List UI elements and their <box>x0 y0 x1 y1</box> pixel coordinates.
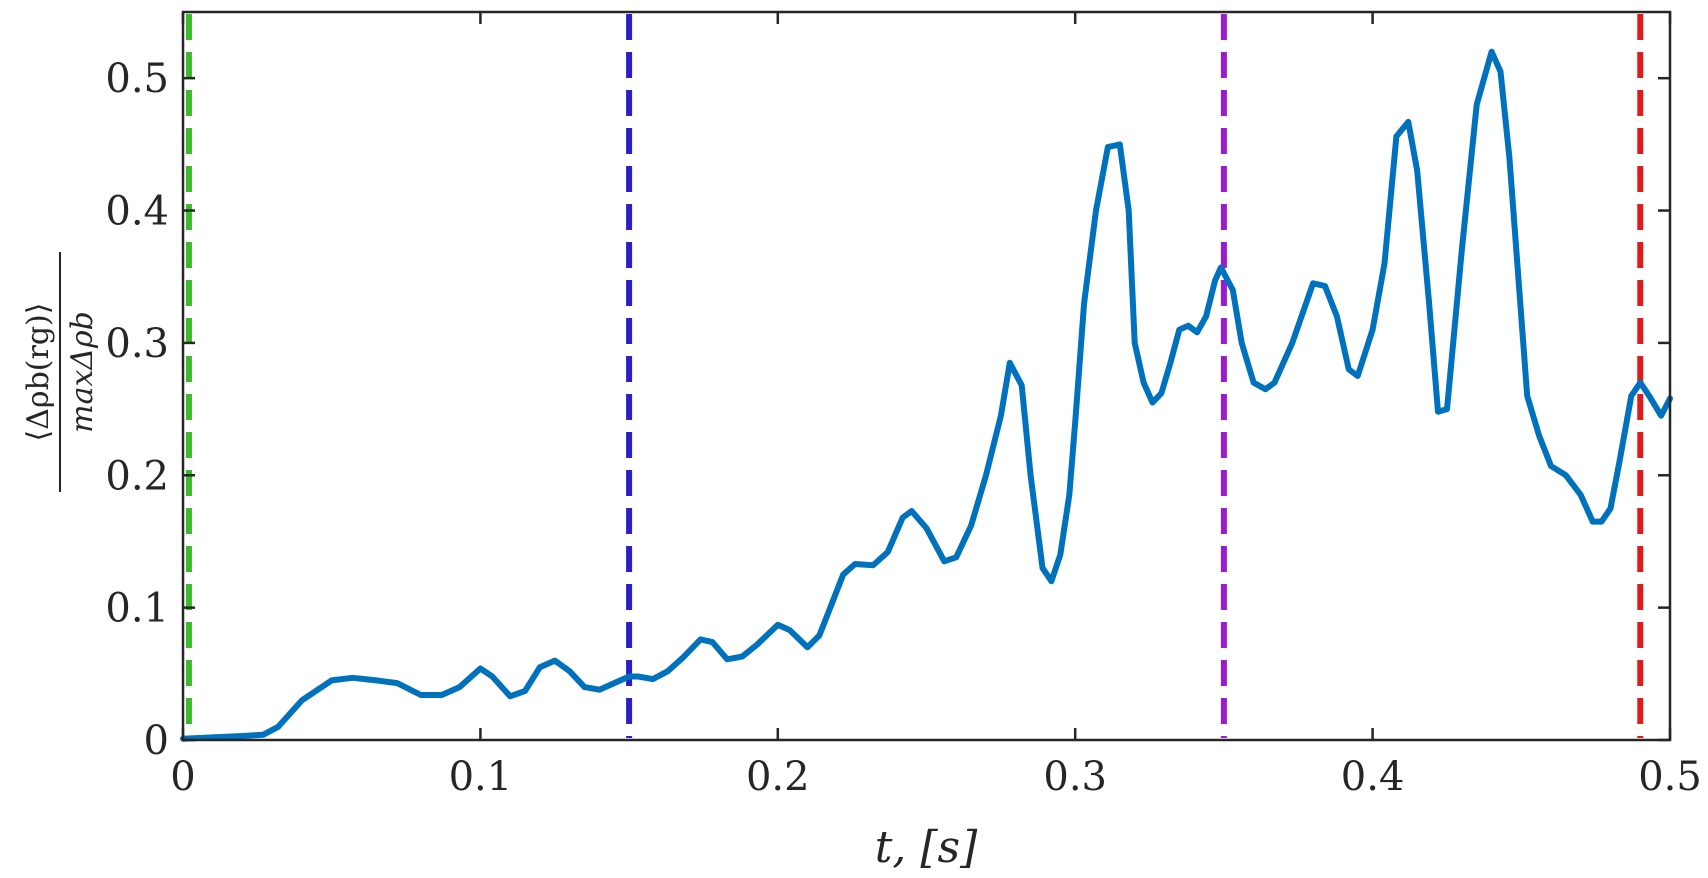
plot-frame <box>181 10 1672 742</box>
axis-ticks <box>181 12 1672 742</box>
x-tick-labels: 0 0.1 0.2 0.3 0.4 0.5 <box>170 754 1702 800</box>
reference-lines <box>185 14 1644 738</box>
x-tick-label: 0.2 <box>746 754 810 800</box>
x-axis-label: t, [s] <box>875 822 978 873</box>
x-tick-label: 0.5 <box>1638 754 1702 800</box>
series-line <box>180 48 1673 742</box>
y-axis-label-numerator: ⟨Δρb(rg)⟩ <box>21 303 56 442</box>
y-tick-label: 0.4 <box>105 189 169 235</box>
y-axis-label-denominator: maxΔρb <box>65 311 100 433</box>
x-tick-label: 0 <box>170 754 195 800</box>
y-tick-label: 0.3 <box>105 321 169 367</box>
y-tick-label: 0.2 <box>105 453 169 499</box>
x-tick-label: 0.3 <box>1043 754 1107 800</box>
y-tick-label: 0 <box>144 718 169 764</box>
x-tick-label: 0.1 <box>449 754 513 800</box>
y-tick-label: 0.5 <box>105 56 169 102</box>
y-tick-labels: 0 0.1 0.2 0.3 0.4 0.5 <box>105 56 169 764</box>
y-axis-label: ⟨Δρb(rg)⟩ maxΔρb <box>21 252 100 492</box>
y-tick-label: 0.1 <box>105 586 169 632</box>
x-tick-label: 0.4 <box>1341 754 1405 800</box>
